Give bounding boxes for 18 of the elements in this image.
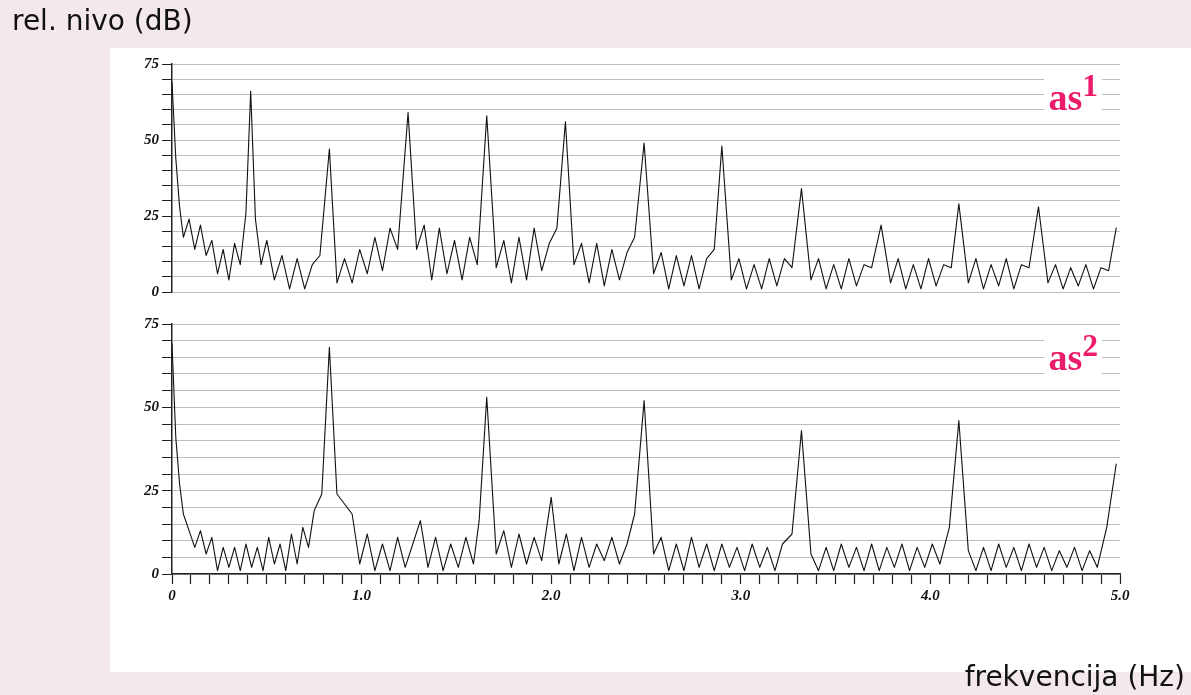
x-tick-label: 4.0 xyxy=(920,586,941,603)
y-axis-title: rel. nivo (dB) xyxy=(12,4,193,37)
x-tick-label: 1.0 xyxy=(352,586,372,603)
y-tick-label: 75 xyxy=(144,54,160,71)
x-axis-title: frekvencija (Hz) xyxy=(964,660,1185,693)
y-tick-label: 0 xyxy=(151,564,160,581)
y-tick-label: 50 xyxy=(144,398,160,415)
y-tick-label: 25 xyxy=(143,481,160,498)
x-tick-label: 5.0 xyxy=(1110,586,1130,603)
x-tick-label: 0 xyxy=(168,586,177,603)
annotation: as$^{2}$ xyxy=(1044,326,1102,378)
y-tick-label: 75 xyxy=(144,314,160,331)
annotation: as$^{1}$ xyxy=(1044,66,1102,118)
x-tick-label: 3.0 xyxy=(730,586,751,603)
x-tick-label: 2.0 xyxy=(540,586,562,603)
y-tick-label: 50 xyxy=(144,130,160,147)
y-tick-label: 25 xyxy=(143,206,160,223)
y-tick-label: 0 xyxy=(151,282,160,299)
